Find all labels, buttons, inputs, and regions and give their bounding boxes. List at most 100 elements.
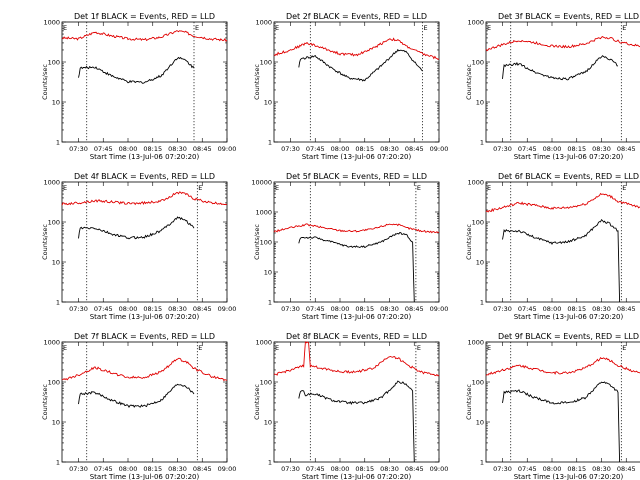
y-axis-label: Counts/sec <box>253 64 261 100</box>
lld-series-line <box>273 223 440 234</box>
x-tick-label: 08:15 <box>143 145 162 153</box>
plot-frame <box>61 181 228 303</box>
x-tick-label: 07:45 <box>306 465 325 473</box>
corner-mark-left: E <box>63 344 67 352</box>
plot-frame <box>61 21 228 143</box>
events-series-line <box>298 380 415 463</box>
corner-mark-left: E <box>63 184 67 192</box>
x-tick-label: 08:30 <box>380 305 399 313</box>
y-tick-label: 10 <box>476 419 484 427</box>
events-series-line <box>502 381 621 463</box>
y-axis-label: Counts/sec <box>41 384 49 420</box>
events-series-line <box>502 218 621 303</box>
x-tick-label: 08:15 <box>567 305 586 313</box>
x-tick-label: 08:15 <box>143 305 162 313</box>
lld-series-line <box>485 192 640 213</box>
y-tick-label: 1000 <box>255 19 272 27</box>
y-tick-label: 1000 <box>255 209 272 217</box>
corner-mark-right: E <box>622 184 626 192</box>
x-tick-label: 08:15 <box>567 465 586 473</box>
corner-mark-left: E <box>275 184 279 192</box>
y-axis-label: Counts/sec <box>253 224 261 260</box>
plot-frame <box>485 21 640 143</box>
x-tick-label: 07:45 <box>94 145 113 153</box>
corner-mark-right: E <box>622 24 626 32</box>
x-tick-label: 08:30 <box>592 145 611 153</box>
x-tick-label: 08:15 <box>355 145 374 153</box>
corner-mark-right: E <box>417 344 421 352</box>
x-tick-label: 08:30 <box>168 145 187 153</box>
x-tick-label: 09:00 <box>430 145 449 153</box>
y-tick-label: 10 <box>476 259 484 267</box>
x-tick-label: 08:15 <box>355 465 374 473</box>
lld-series-line <box>61 357 228 382</box>
lld-series-line <box>61 191 228 206</box>
plot-panel: Det 4f BLACK = Events, RED = LLD 07:30 07:… <box>41 172 236 321</box>
y-tick-label: 100 <box>48 219 60 227</box>
corner-mark-left: E <box>487 344 491 352</box>
y-tick-label: 10 <box>264 99 272 107</box>
corner-mark-right: E <box>622 344 626 352</box>
x-axis-label: Start Time (13-Jul-06 07:20:20) <box>514 153 624 161</box>
y-tick-label: 10 <box>52 419 60 427</box>
y-tick-label: 1000 <box>255 339 272 347</box>
plot-title: Det 8f BLACK = Events, RED = LLD <box>286 332 427 341</box>
y-tick-label: 10 <box>476 99 484 107</box>
x-tick-label: 08:45 <box>193 305 212 313</box>
y-tick-label: 1 <box>268 139 272 147</box>
plot-title: Det 9f BLACK = Events, RED = LLD <box>498 332 639 341</box>
x-tick-label: 08:15 <box>143 465 162 473</box>
corner-mark-right: E <box>198 344 202 352</box>
x-tick-label: 08:30 <box>592 305 611 313</box>
y-tick-label: 100 <box>260 59 272 67</box>
plot-title: Det 7f BLACK = Events, RED = LLD <box>74 332 215 341</box>
plot-panel: Det 6f BLACK = Events, RED = LLD 07:30 07:… <box>465 172 640 321</box>
y-tick-label: 1 <box>268 459 272 467</box>
corner-mark-left: E <box>487 24 491 32</box>
x-tick-label: 08:00 <box>119 465 138 473</box>
y-tick-label: 1000 <box>43 179 60 187</box>
x-tick-label: 08:30 <box>380 465 399 473</box>
x-tick-label: 08:45 <box>617 305 636 313</box>
plot-panel: Det 7f BLACK = Events, RED = LLD 07:30 07:… <box>41 332 236 480</box>
corner-mark-left: E <box>275 24 279 32</box>
plot-frame <box>273 21 440 143</box>
x-tick-label: 07:45 <box>94 305 113 313</box>
x-tick-label: 08:45 <box>405 145 424 153</box>
x-tick-label: 07:45 <box>94 465 113 473</box>
corner-mark-right: E <box>424 24 428 32</box>
plot-title: Det 2f BLACK = Events, RED = LLD <box>286 12 427 21</box>
y-tick-label: 100 <box>48 59 60 67</box>
plot-frame <box>61 341 228 463</box>
corner-mark-left: E <box>63 24 67 32</box>
lld-series-line <box>485 357 640 376</box>
x-tick-label: 08:45 <box>617 465 636 473</box>
plot-title: Det 1f BLACK = Events, RED = LLD <box>74 12 215 21</box>
x-tick-label: 08:00 <box>119 305 138 313</box>
y-tick-label: 1 <box>56 139 60 147</box>
corner-mark-right: E <box>417 184 421 192</box>
lld-series-line <box>273 37 440 60</box>
plot-title: Det 6f BLACK = Events, RED = LLD <box>498 172 639 181</box>
x-tick-label: 08:15 <box>355 305 374 313</box>
corner-mark-right: E <box>195 24 199 32</box>
x-tick-label: 07:30 <box>281 305 300 313</box>
y-tick-label: 1000 <box>467 339 484 347</box>
plot-panel: Det 3f BLACK = Events, RED = LLD 07:30 07:… <box>465 12 640 161</box>
events-series-line <box>78 56 195 84</box>
x-tick-label: 08:00 <box>331 145 350 153</box>
events-series-line <box>298 231 415 303</box>
x-axis-label: Start Time (13-Jul-06 07:20:20) <box>302 473 412 480</box>
x-tick-label: 09:00 <box>218 145 237 153</box>
x-tick-label: 09:00 <box>218 465 237 473</box>
plot-panel: Det 2f BLACK = Events, RED = LLD 07:30 07:… <box>253 12 448 161</box>
plot-title: Det 3f BLACK = Events, RED = LLD <box>498 12 639 21</box>
lld-series-line <box>61 30 228 42</box>
x-tick-label: 07:30 <box>69 465 88 473</box>
y-tick-label: 1 <box>56 299 60 307</box>
x-axis-label: Start Time (13-Jul-06 07:20:20) <box>302 313 412 321</box>
x-tick-label: 09:00 <box>218 305 237 313</box>
y-tick-label: 1 <box>480 459 484 467</box>
y-tick-label: 100 <box>472 219 484 227</box>
y-tick-label: 1000 <box>467 179 484 187</box>
